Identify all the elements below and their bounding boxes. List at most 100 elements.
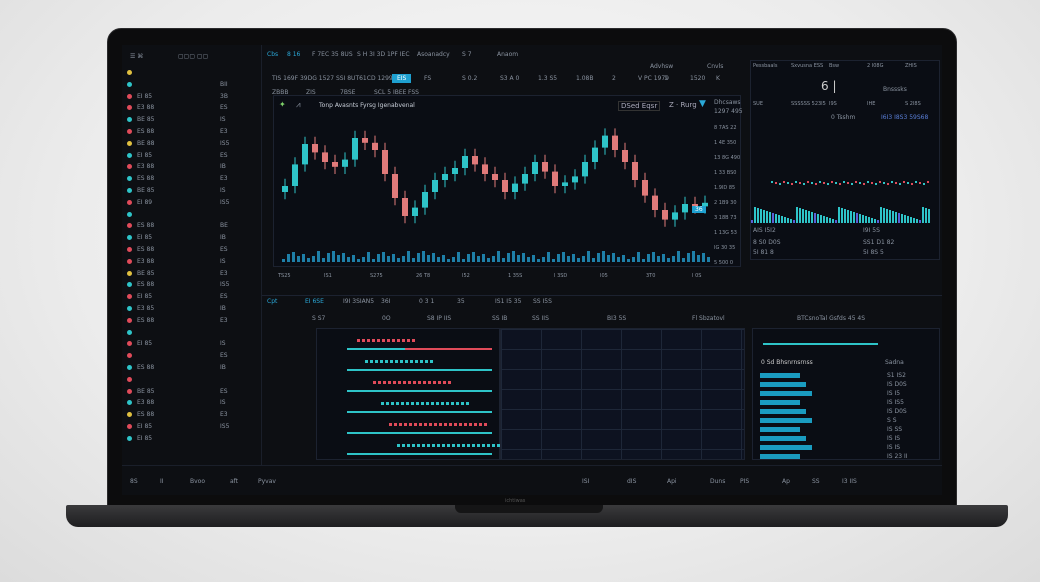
status-bar-item[interactable]: PIS (740, 478, 750, 485)
depth-bar (919, 220, 921, 223)
chart-action-button[interactable]: DSed Eqsr (618, 101, 661, 111)
watchlist-symbol[interactable]: BE 85 (137, 269, 155, 277)
volume-bar (322, 258, 325, 262)
status-bar-item[interactable]: Pyvav (258, 478, 276, 485)
status-bar-item[interactable]: ISI (582, 478, 590, 485)
indicator-icon[interactable]: ⩘ (296, 100, 301, 109)
top-menu-item[interactable]: F 7EC 35 8US (312, 51, 353, 58)
depth-bar (925, 208, 927, 223)
volume-bar (492, 256, 495, 262)
orders-toolbar-item[interactable]: BI3 5S (607, 315, 627, 322)
watchlist-symbol[interactable]: E3 88 (137, 104, 155, 112)
orders-toolbar-item[interactable]: Fl Sbzatovl (692, 315, 725, 322)
top-menu-item[interactable]: Advhsw (650, 63, 674, 70)
order-book-bar (760, 382, 806, 387)
chart-action-button[interactable]: Z · Rurg (669, 101, 697, 109)
toolbar-item[interactable]: V PC 1979 (638, 75, 669, 82)
footer-item[interactable]: 36I (381, 298, 391, 305)
toolbar-item[interactable]: 1520 (690, 75, 706, 82)
watchlist-symbol[interactable]: E3 88 (137, 399, 155, 407)
shirt-icon[interactable]: ▼ (699, 99, 706, 109)
time-tick: I52 (462, 273, 470, 279)
top-menu-item[interactable]: Cnvls (707, 63, 724, 70)
toolbar-item[interactable]: 1 (664, 75, 668, 82)
subtoolbar-item[interactable]: 7BSE (340, 89, 356, 96)
top-menu-item[interactable]: S 7 (462, 51, 472, 58)
watchlist-value: E3 (220, 316, 228, 324)
timeframe-button-active[interactable]: EIS (392, 74, 412, 83)
toolbar-item[interactable]: FS (424, 75, 432, 82)
volume-bar (432, 253, 435, 262)
watchlist-symbol[interactable]: EI 85 (137, 92, 153, 100)
watchlist-symbol[interactable]: EI 85 (137, 234, 153, 242)
watchlist-symbol[interactable]: E3 88 (137, 257, 155, 265)
top-menu-item[interactable]: Cbs (267, 51, 279, 58)
toolbar-item[interactable]: 2 (612, 75, 616, 82)
orders-toolbar-item[interactable]: S8 IP IIS (427, 315, 452, 322)
watchlist-symbol[interactable]: ES 88 (137, 175, 155, 183)
footer-item[interactable]: Cpt (267, 298, 278, 305)
status-bar-item[interactable]: II (160, 478, 164, 485)
watchlist-symbol[interactable]: EI 85 (137, 293, 153, 301)
status-bar-item[interactable]: I3 IIS (842, 478, 857, 485)
subtoolbar-item[interactable]: SCL 5 IBEE (374, 89, 407, 96)
watchlist-symbol[interactable]: EI 89 (137, 198, 153, 206)
top-menu-item[interactable]: S H 3I 3D 1PF IEC (357, 51, 410, 58)
top-menu-item[interactable]: Asoanadcy (417, 51, 450, 58)
footer-item[interactable]: 0 3 1 (419, 298, 435, 305)
status-bar-item[interactable]: dIS (627, 478, 637, 485)
status-bar-item[interactable]: Api (667, 478, 677, 485)
toolbar-item[interactable]: S3 A 0 (500, 75, 520, 82)
top-menu-item[interactable]: 8 16 (287, 51, 301, 58)
status-bar-item[interactable]: aft (230, 478, 239, 485)
orders-toolbar-item[interactable]: SS IB (492, 315, 508, 322)
orders-toolbar-item[interactable]: BTCsnoTal Gsfds 45 4S (797, 315, 866, 322)
watchlist-symbol[interactable]: ES 88 (137, 411, 155, 419)
price-tick: 1 4E 350 (714, 140, 737, 146)
footer-item[interactable]: IS1 I5 35 (495, 298, 522, 305)
orders-toolbar-item[interactable]: SS IIS (532, 315, 549, 322)
star-icon[interactable]: ✦ (279, 100, 286, 109)
orders-toolbar-item[interactable]: S S7 (312, 315, 326, 322)
toolbar-item[interactable]: 1.08B (576, 75, 594, 82)
watchlist-symbol[interactable]: BE 85 (137, 116, 155, 124)
watchlist-symbol[interactable]: E3 85 (137, 305, 155, 312)
footer-item[interactable]: I9I 3SIAN5 (343, 298, 375, 305)
candlestick-chart[interactable] (274, 96, 742, 268)
footer-item[interactable]: EI 6SE (305, 298, 324, 305)
watchlist-symbol[interactable]: ES 88 (137, 246, 155, 253)
toolbar-item[interactable]: S 0.2 (462, 75, 478, 82)
depth-bar (814, 213, 816, 223)
watchlist-symbol[interactable]: E3 88 (137, 163, 155, 171)
watchlist-symbol[interactable]: EI 85 (137, 340, 153, 348)
status-bar-item[interactable]: SS (812, 478, 820, 485)
footer-item[interactable]: 35 (457, 298, 465, 305)
price-line-chart[interactable] (500, 328, 745, 460)
watchlist-symbol[interactable]: BE 85 (137, 187, 155, 194)
status-dot-icon (127, 365, 132, 370)
watchlist-symbol[interactable]: BE 85 (137, 387, 155, 395)
top-menu-item[interactable]: Anaom (497, 51, 519, 58)
watchlist-symbol[interactable]: EI 85 (137, 423, 153, 430)
watchlist-symbol[interactable]: EI 85 (137, 434, 153, 442)
orders-toolbar-item[interactable]: 0O (382, 315, 391, 322)
watchlist-symbol[interactable]: ES 88 (137, 316, 155, 324)
watchlist-symbol[interactable]: BE 88 (137, 139, 155, 147)
toolbar-item[interactable]: K (716, 75, 720, 82)
subtoolbar-item[interactable]: ZBBB (272, 89, 289, 96)
status-bar-item[interactable]: Duns (710, 478, 726, 485)
footer-item[interactable]: SS I5S (533, 298, 552, 305)
status-bar-item[interactable]: Bvoo (190, 478, 206, 485)
watchlist-symbol[interactable]: ES 88 (137, 222, 155, 230)
menu-icon[interactable]: ☰ ⌘ (130, 53, 144, 60)
watchlist-symbol[interactable]: EI 85 (137, 151, 153, 159)
status-dot-icon (127, 235, 132, 241)
subtoolbar-item[interactable]: FSS (408, 89, 419, 96)
status-bar-item[interactable]: Ap (782, 478, 790, 485)
watchlist-symbol[interactable]: ES 88 (137, 281, 155, 289)
toolbar-item[interactable]: 1.3 S5 (538, 75, 558, 82)
status-bar-item[interactable]: 8S (130, 478, 138, 485)
subtoolbar-item[interactable]: ZIS (306, 89, 316, 96)
watchlist-symbol[interactable]: ES 88 (137, 364, 155, 371)
watchlist-symbol[interactable]: ES 88 (137, 128, 155, 135)
